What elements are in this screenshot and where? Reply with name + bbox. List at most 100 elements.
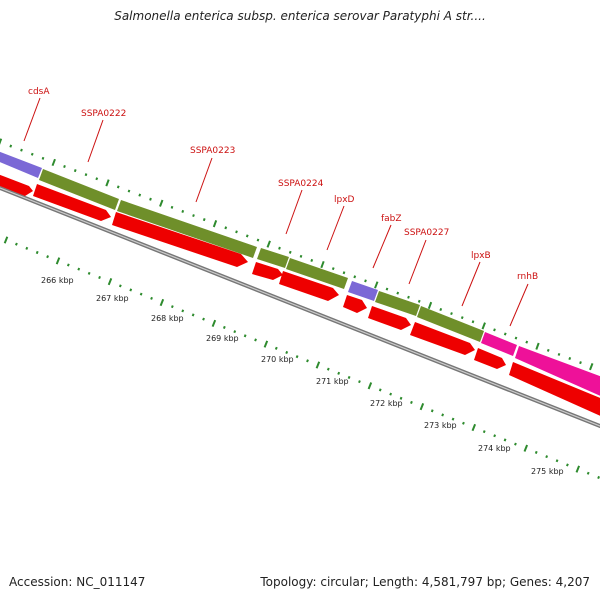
gene-label-sspa0227: SSPA0227 [404,228,449,238]
cds-arrow [410,322,475,355]
tick-mark [503,438,507,442]
tick-mark [263,340,269,348]
kbp-label: 270 kbp [261,355,294,364]
tick-mark [407,295,410,299]
tick-mark [118,284,122,288]
tick-mark [347,375,351,379]
tick-mark [399,396,403,400]
tick-mark [295,355,299,359]
tick-mark [589,363,594,371]
feature-band [0,151,600,396]
kbp-label: 271 kbp [316,377,349,386]
tick-mark [127,189,131,193]
tick-mark [586,471,590,475]
tick-mark [138,193,142,197]
tick-mark [471,320,475,324]
tick-mark [116,185,120,189]
tick-mark [439,307,443,312]
tick-mark [107,278,113,286]
kbp-label: 266 kbp [41,276,74,285]
tick-mark [557,352,561,356]
tick-mark [25,246,29,250]
kbp-labels: 266 kbp 267 kbp 268 kbp 269 kbp 270 kbp … [41,276,564,476]
outer-tick-ring [0,138,594,371]
feature-segment-sspa0224 [257,248,289,268]
cds-arrow [0,174,33,196]
gene-label-lpxd: lpxD [334,195,355,205]
tick-mark [306,359,309,363]
tick-mark [579,361,582,365]
tick-mark [535,342,540,350]
tick-mark [51,158,56,167]
map-title: Salmonella enterica subsp. enterica sero… [114,9,486,23]
feature-segment-sspa0222 [39,169,119,210]
tick-mark [254,338,257,342]
tick-mark [396,291,400,295]
tick-mark [430,409,434,413]
tick-mark [95,177,99,181]
kbp-label: 273 kbp [424,421,457,430]
tick-mark [514,336,518,340]
tick-mark [224,226,228,230]
feature-segment-sspa0223 [117,200,257,258]
tick-mark [73,169,77,173]
tick-mark [450,312,453,316]
gene-label-sspa0222: SSPA0222 [81,109,126,119]
gene-label-fabz: fabZ [381,214,402,224]
tick-mark [202,317,205,321]
tick-mark [235,230,238,234]
tick-mark [129,288,133,292]
kbp-label: 268 kbp [151,314,184,323]
cds-arrow [252,262,283,280]
tick-mark [378,388,382,392]
tick-mark [98,275,101,280]
kbp-label: 267 kbp [96,294,129,303]
tick-mark [310,258,314,262]
kbp-label: 274 kbp [478,444,511,453]
tick-mark [555,459,559,463]
tick-mark [427,301,433,310]
tick-mark [451,417,455,421]
kbp-label: 269 kbp [206,334,239,343]
tick-mark [20,148,23,152]
tick-mark [181,309,185,313]
tick-mark [243,334,247,338]
tick-mark [575,465,581,473]
tick-mark [525,340,529,344]
tick-mark [9,144,13,148]
tick-mark [331,267,335,271]
tick-mark [211,319,217,327]
tick-mark [149,197,152,201]
cds-arrow [112,212,248,267]
feature-segment-purple-2 [348,281,378,301]
tick-mark [0,138,3,145]
tick-mark [288,250,292,254]
tick-mark [192,214,195,218]
feature-segment-fabz [375,291,420,316]
tick-mark [462,421,465,425]
tick-mark [358,380,361,384]
tick-mark [139,292,143,296]
gene-label-lpxb: lpxB [471,251,491,261]
tick-mark [389,392,393,396]
tick-mark [364,279,367,283]
tick-mark [299,254,303,258]
tick-mark [441,413,445,417]
tick-mark [546,348,550,352]
tick-mark [212,220,218,228]
gene-label-rnhb: rnhB [517,272,538,282]
tick-mark [410,400,413,404]
tick-mark [159,199,164,207]
tick-mark [353,275,357,279]
tick-mark [514,442,517,446]
feature-segment-purple [0,151,42,178]
tick-mark [150,296,153,300]
tick-mark [55,257,61,265]
tick-mark [105,179,110,187]
tick-mark [326,367,330,371]
tick-mark [14,242,18,246]
tick-mark [191,313,195,317]
tick-mark [460,316,464,320]
tick-mark [87,271,91,275]
